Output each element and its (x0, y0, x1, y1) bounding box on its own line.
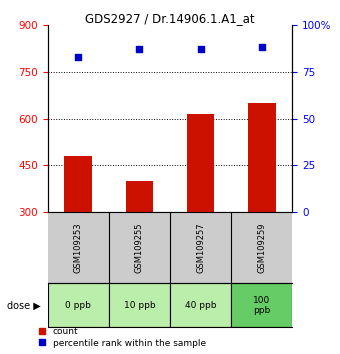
Bar (109, 283, 170, 327)
Text: 100
ppb: 100 ppb (253, 296, 270, 315)
Legend: count, percentile rank within the sample: count, percentile rank within the sample (38, 327, 206, 348)
Point (259, 45, 265, 50)
Point (75, 54, 81, 59)
Text: dose ▶: dose ▶ (7, 300, 41, 310)
Text: 0 ppb: 0 ppb (65, 301, 91, 310)
Title: GDS2927 / Dr.14906.1.A1_at: GDS2927 / Dr.14906.1.A1_at (85, 12, 255, 25)
Text: 10 ppb: 10 ppb (123, 301, 155, 310)
Text: 40 ppb: 40 ppb (185, 301, 216, 310)
Bar (65, 156, 92, 212)
Bar (187, 114, 214, 212)
Bar (48, 283, 109, 327)
Text: GSM109259: GSM109259 (257, 223, 266, 273)
Text: GSM109253: GSM109253 (74, 222, 83, 273)
Bar (231, 283, 292, 327)
Text: GSM109257: GSM109257 (196, 222, 205, 273)
Point (137, 46, 142, 52)
Bar (170, 283, 231, 327)
Bar (248, 103, 275, 212)
Text: GSM109255: GSM109255 (135, 223, 144, 273)
Bar (126, 181, 153, 212)
Point (198, 46, 203, 52)
